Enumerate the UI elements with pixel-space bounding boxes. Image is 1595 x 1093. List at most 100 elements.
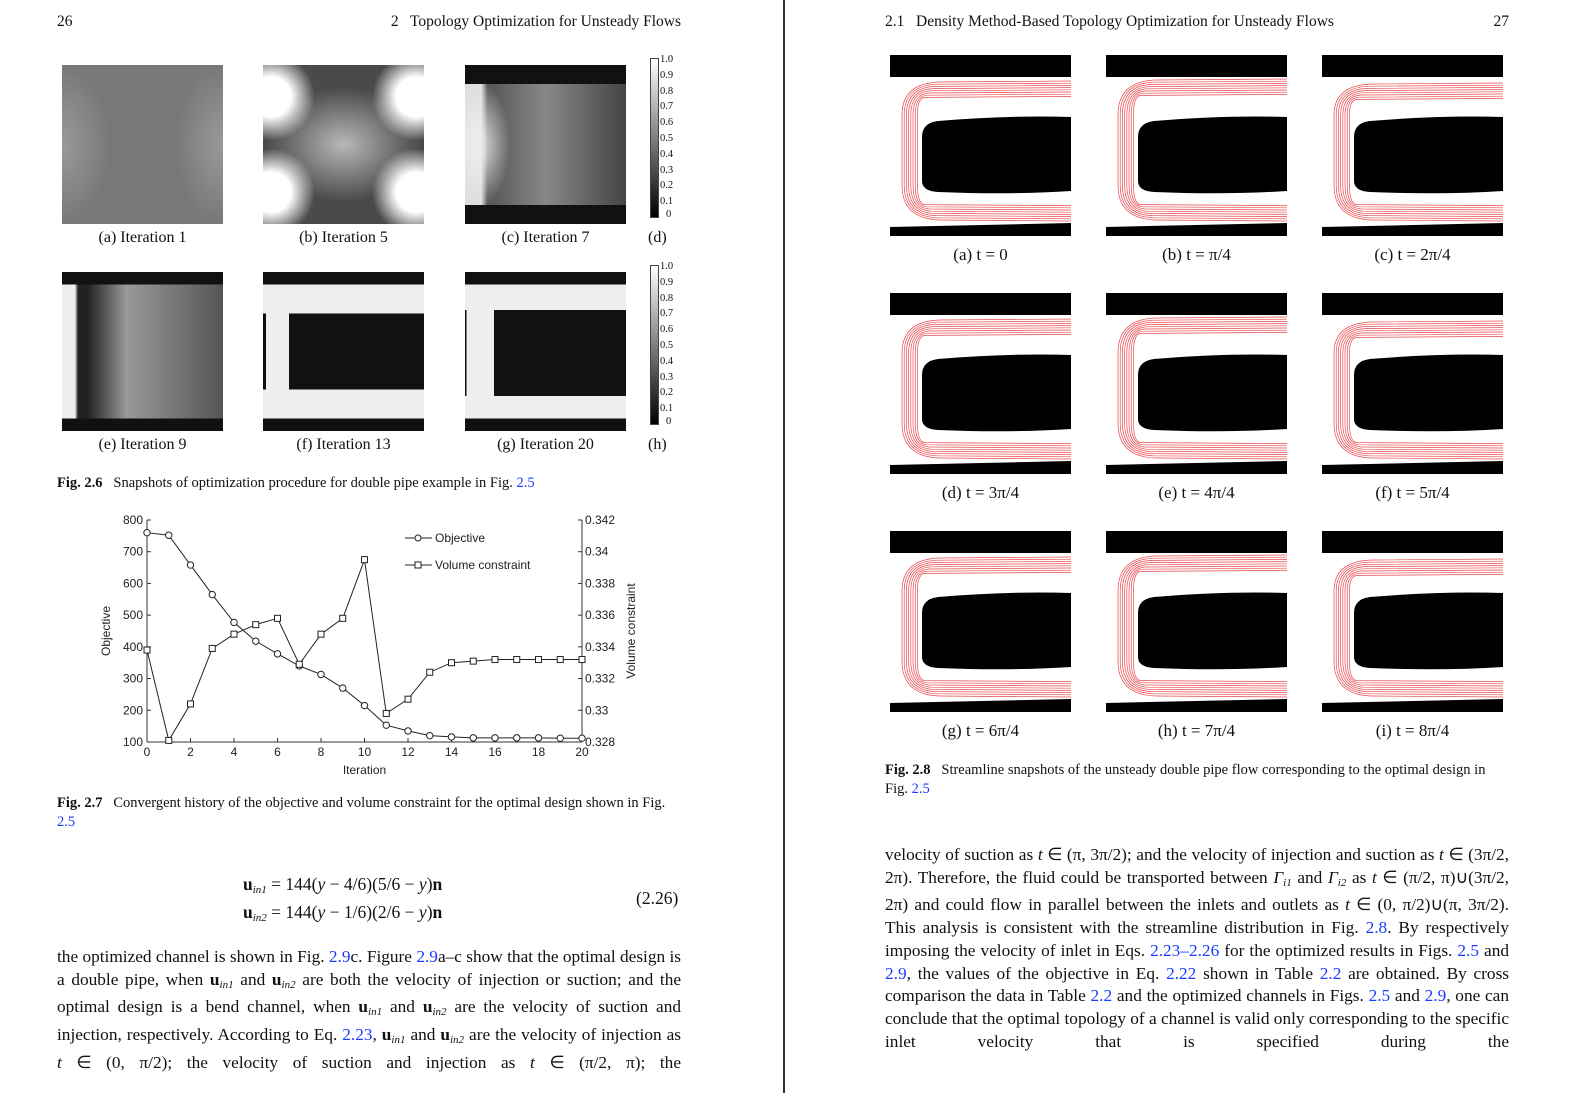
- streamline-snapshot: [1106, 55, 1287, 236]
- subfigure-caption: (h): [648, 436, 667, 453]
- running-title: 2 Topology Optimization for Unsteady Flo…: [390, 13, 681, 30]
- figure-link[interactable]: 2.5: [911, 781, 930, 797]
- colorbar-tick-label: 0.2: [660, 387, 674, 399]
- y-tick-label: 400: [123, 640, 143, 654]
- colorbar-tick-label: 0.8: [660, 85, 674, 97]
- volume-point: [426, 668, 434, 676]
- math-subscript: in1: [368, 1006, 383, 1019]
- y2-tick-label: 0.332: [585, 672, 615, 686]
- density-snapshot: [62, 65, 223, 224]
- colorbar-tick-label: 0.1: [660, 403, 674, 415]
- objective-point: [578, 734, 586, 742]
- streamline-snapshot: [1322, 531, 1503, 712]
- figure-link[interactable]: 2.5: [57, 814, 76, 830]
- text-run: and: [1479, 940, 1509, 960]
- text-run: ∈ (3π/2, 2π). Therefore, the fluid could…: [885, 845, 1509, 887]
- text-run: ∈ (π/2, π)∪(3π/2, 2π) and could flow in …: [885, 867, 1509, 915]
- figure-link[interactable]: 2.5: [516, 475, 535, 491]
- text-run: , one can conclude that the optimal topo…: [885, 986, 1509, 1051]
- math-symbol: t: [1345, 895, 1350, 915]
- text-run: shown in Table: [1196, 963, 1320, 983]
- math-symbol: t: [57, 1052, 62, 1072]
- volume-point: [382, 709, 390, 717]
- legend-entry: Objective: [435, 531, 485, 545]
- streamline-snapshot: [890, 531, 1071, 712]
- cross-ref-link[interactable]: 2.23: [342, 1025, 373, 1045]
- x-tick-label: 0: [144, 745, 151, 759]
- colorbar-tick-label: 0.7: [660, 308, 674, 320]
- y-tick-label: 100: [123, 735, 143, 749]
- subfigure-caption: (a) Iteration 1: [98, 229, 187, 246]
- cross-ref-link[interactable]: 2.9: [1424, 986, 1447, 1006]
- math-symbol: t: [530, 1052, 535, 1072]
- subfigure-caption: (b) Iteration 5: [299, 229, 388, 246]
- text-run: ∈ (0, π/2); the velocity of suction and …: [61, 1052, 531, 1072]
- cross-ref-link[interactable]: 2.8: [1365, 918, 1388, 938]
- equation-part: in2: [252, 912, 267, 924]
- objective-point: [165, 531, 173, 539]
- subfigure-caption: (g) Iteration 20: [497, 436, 594, 453]
- math-subscript: in1: [219, 978, 234, 991]
- volume-point: [535, 656, 542, 664]
- volume-point: [491, 656, 499, 664]
- colorbar-tick-label: 0.3: [660, 164, 674, 176]
- volume-point: [187, 700, 194, 708]
- volume-point: [339, 614, 347, 622]
- volume-point: [469, 657, 477, 665]
- colorbar-tick-label: 0.4: [660, 355, 674, 367]
- subfigure-caption: (f) t = 5π/4: [1375, 483, 1450, 502]
- text-run: ∈ (π, 3π/2); and the velocity of injecti…: [1042, 845, 1440, 864]
- math-vector: u: [381, 1025, 392, 1045]
- x-tick-label: 18: [532, 745, 546, 759]
- y-tick-label: 800: [123, 513, 143, 527]
- equation-part: y: [418, 874, 427, 894]
- y-tick-label: 600: [123, 576, 143, 590]
- subfigure-caption: (f) Iteration 13: [296, 436, 391, 453]
- math-subscript: in2: [432, 1006, 447, 1019]
- text-run: and: [233, 969, 272, 989]
- cross-ref-link[interactable]: 2.5: [1368, 986, 1391, 1006]
- objective-point: [339, 684, 347, 692]
- text-run: and: [405, 1025, 441, 1045]
- cross-ref-link[interactable]: 2.5: [1457, 940, 1480, 960]
- text-run: , the values of the objective in Eq.: [906, 963, 1167, 983]
- text-run: and the optimized channels in Figs.: [1112, 986, 1369, 1006]
- x-tick-label: 2: [187, 745, 194, 759]
- math-symbol: t: [1439, 845, 1444, 864]
- cross-ref-link[interactable]: 2.2: [1090, 986, 1113, 1006]
- x-tick-label: 6: [274, 745, 281, 759]
- colorbar-tick-label: 0.5: [660, 340, 674, 351]
- objective-point: [513, 734, 521, 742]
- cross-ref-link[interactable]: 2.9: [328, 947, 351, 966]
- volume-point: [230, 630, 238, 638]
- cross-ref-link[interactable]: 2.2: [1319, 963, 1342, 983]
- subfigure-caption: (h) t = 7π/4: [1157, 721, 1236, 740]
- colorbar: [650, 265, 659, 425]
- math-vector: u: [440, 1025, 450, 1045]
- y2-tick-label: 0.334: [585, 640, 615, 654]
- cross-ref-link[interactable]: 2.9: [885, 963, 907, 983]
- objective-point: [208, 590, 216, 599]
- cross-ref-link[interactable]: 2.22: [1166, 963, 1197, 983]
- y2-tick-label: 0.328: [585, 735, 615, 749]
- text-run: and: [1291, 867, 1328, 887]
- x-tick-label: 10: [358, 745, 372, 759]
- colorbar-tick-label: 0.7: [660, 101, 674, 113]
- subfigure-caption: (c) Iteration 7: [501, 229, 590, 246]
- text-run: the optimized channel is shown in Fig.: [57, 947, 329, 966]
- y-tick-label: 700: [123, 545, 143, 559]
- y-tick-label: 200: [123, 703, 143, 717]
- subfigure-caption: (a) t = 0: [953, 245, 1008, 264]
- objective-point: [404, 727, 412, 735]
- objective-point: [491, 734, 499, 742]
- objective-point: [252, 637, 260, 645]
- equation-part: u: [243, 902, 253, 922]
- colorbar-tick-label: 0.9: [660, 276, 674, 288]
- cross-ref-link[interactable]: 2.9: [416, 947, 438, 966]
- x-axis-label: Iteration: [343, 763, 386, 777]
- y2-tick-label: 0.336: [585, 608, 615, 622]
- figure-label: Fig. 2.6: [57, 475, 103, 491]
- streamline-snapshot: [890, 55, 1071, 236]
- cross-ref-link[interactable]: 2.23–2.26: [1150, 940, 1220, 960]
- volume-point: [143, 646, 151, 654]
